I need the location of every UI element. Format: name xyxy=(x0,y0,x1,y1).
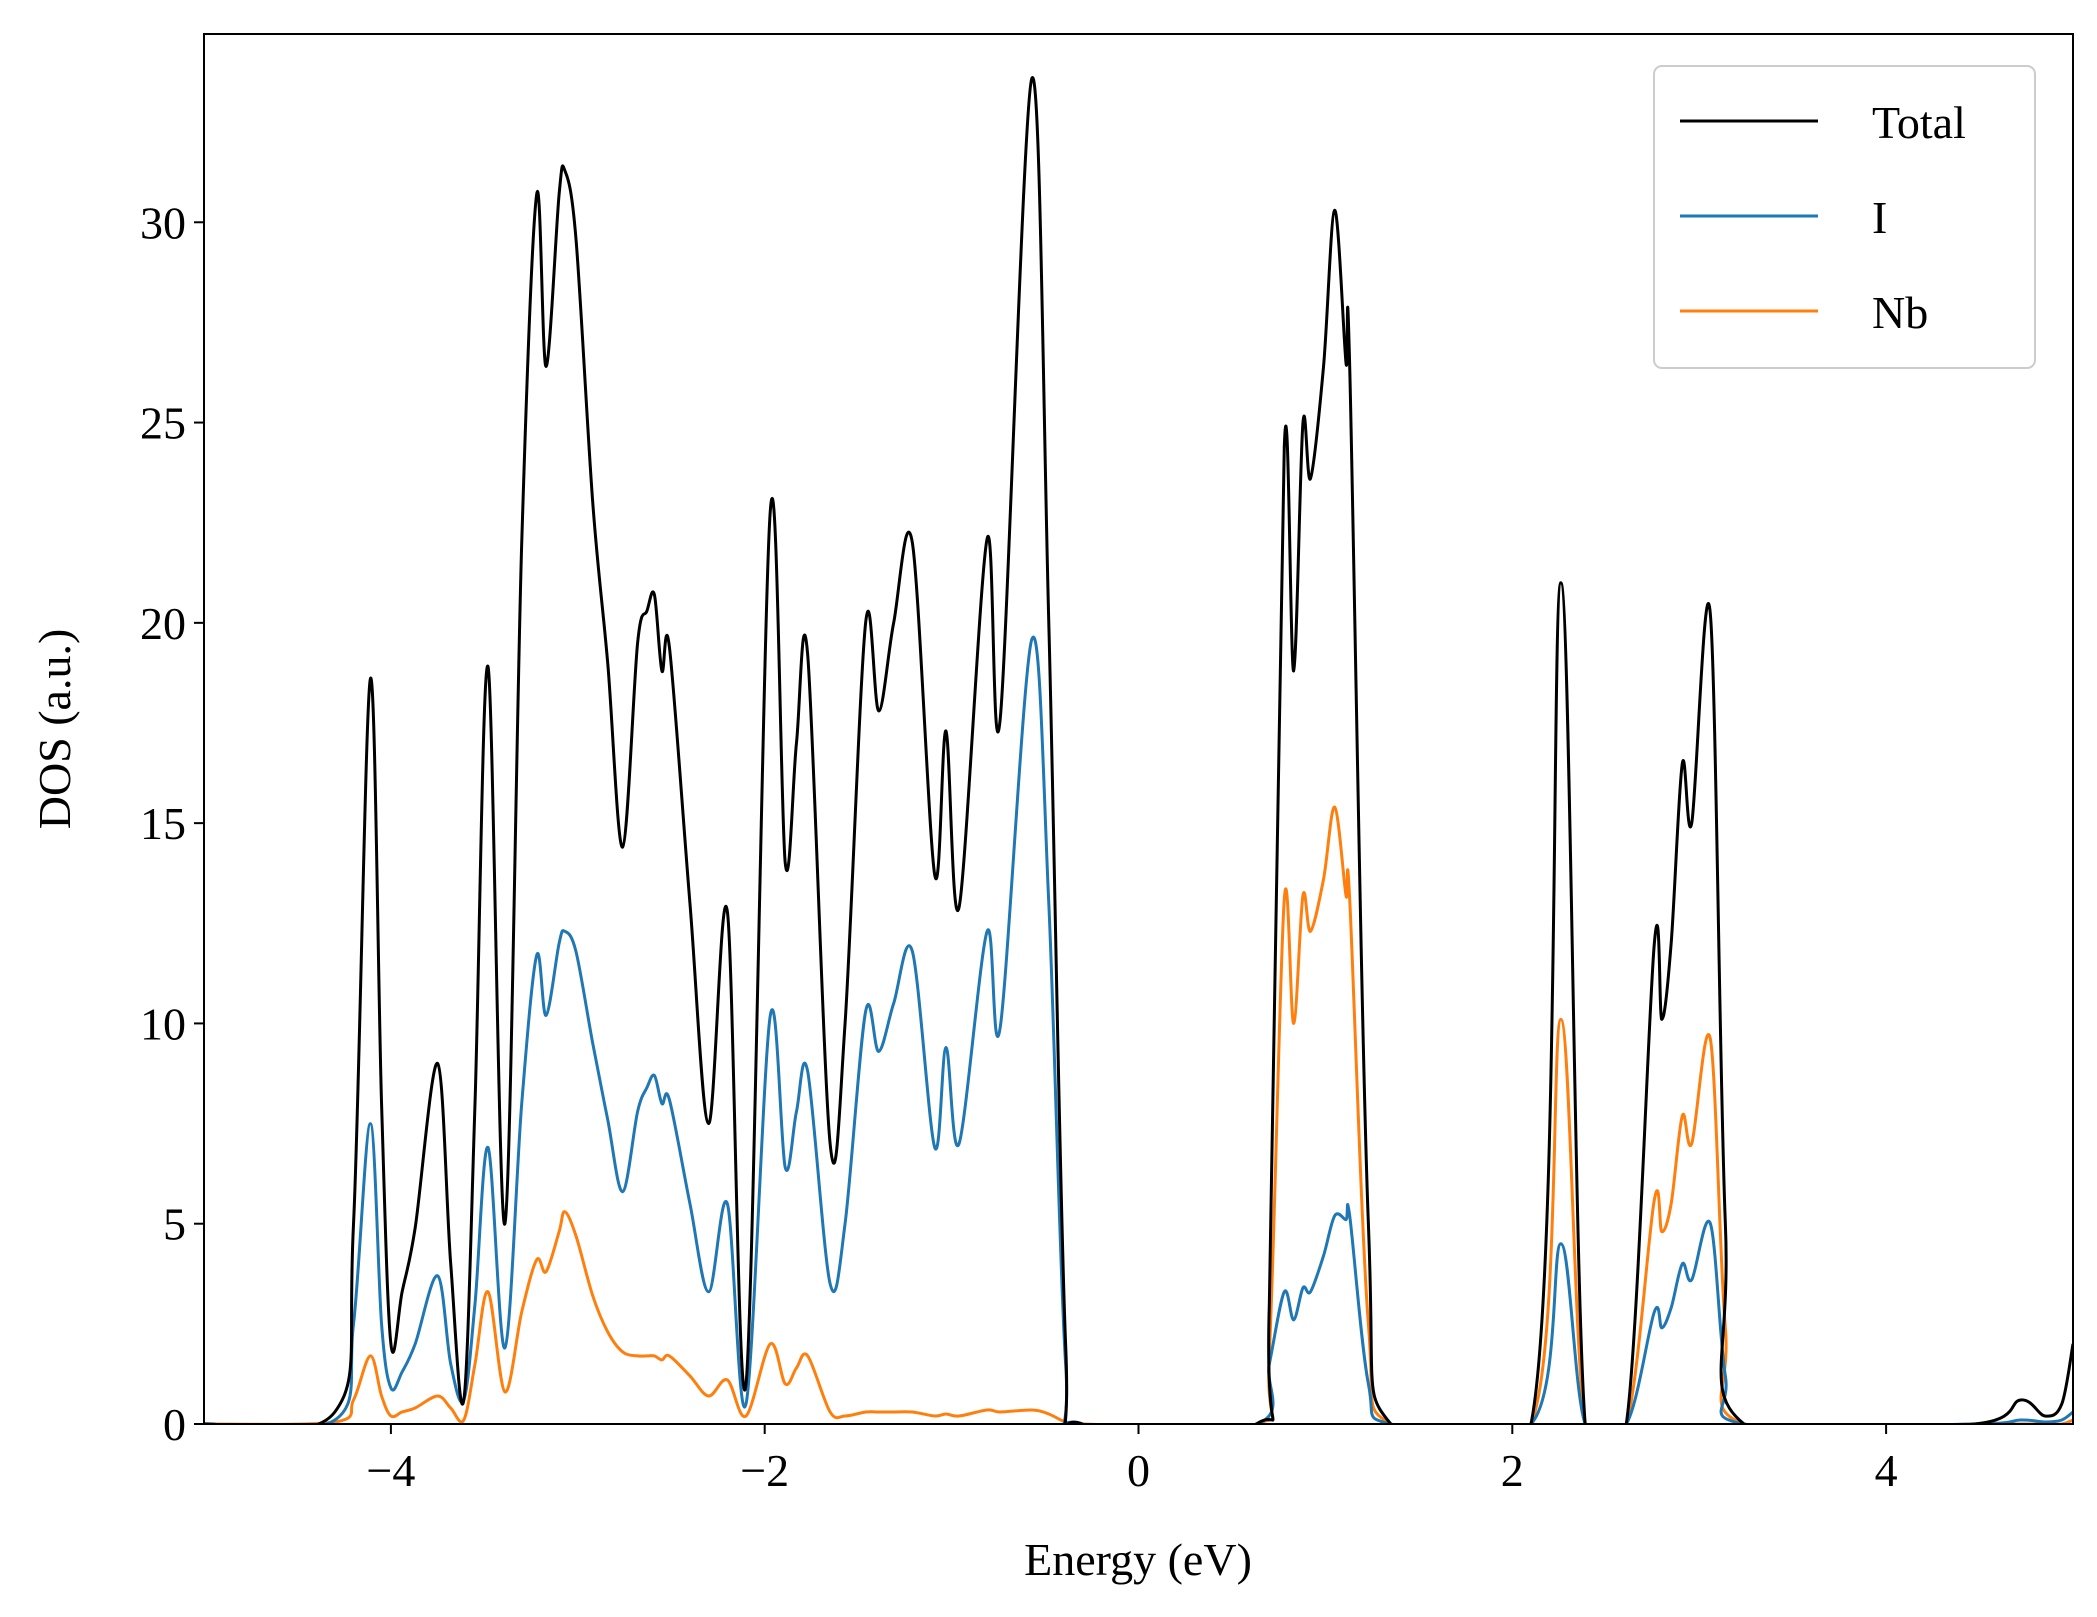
x-tick-label: 4 xyxy=(1875,1445,1898,1496)
y-tick-label: 10 xyxy=(140,998,186,1049)
legend-label: I xyxy=(1872,192,1887,243)
y-tick-label: 20 xyxy=(140,598,186,649)
y-tick-label: 30 xyxy=(140,197,186,248)
series-line xyxy=(204,805,2073,1424)
y-tick-label: 15 xyxy=(140,798,186,849)
legend-box xyxy=(1653,65,2036,369)
y-tick-label: 0 xyxy=(163,1399,186,1450)
plot-area xyxy=(204,76,2073,1424)
legend-label: Total xyxy=(1872,97,1966,148)
x-tick-label: 0 xyxy=(1127,1445,1150,1496)
series-line xyxy=(204,76,2073,1424)
series-line xyxy=(204,635,2073,1424)
x-tick-label: 2 xyxy=(1501,1445,1524,1496)
x-tick-label: −4 xyxy=(366,1445,415,1496)
y-tick-label: 5 xyxy=(163,1199,186,1250)
x-axis-label: Energy (eV) xyxy=(1024,1534,1252,1585)
y-tick-label: 25 xyxy=(140,398,186,449)
legend-label: Nb xyxy=(1872,287,1928,338)
x-tick-label: −2 xyxy=(740,1445,789,1496)
y-axis-label: DOS (a.u.) xyxy=(29,629,80,830)
plot-frame xyxy=(203,33,2074,1425)
